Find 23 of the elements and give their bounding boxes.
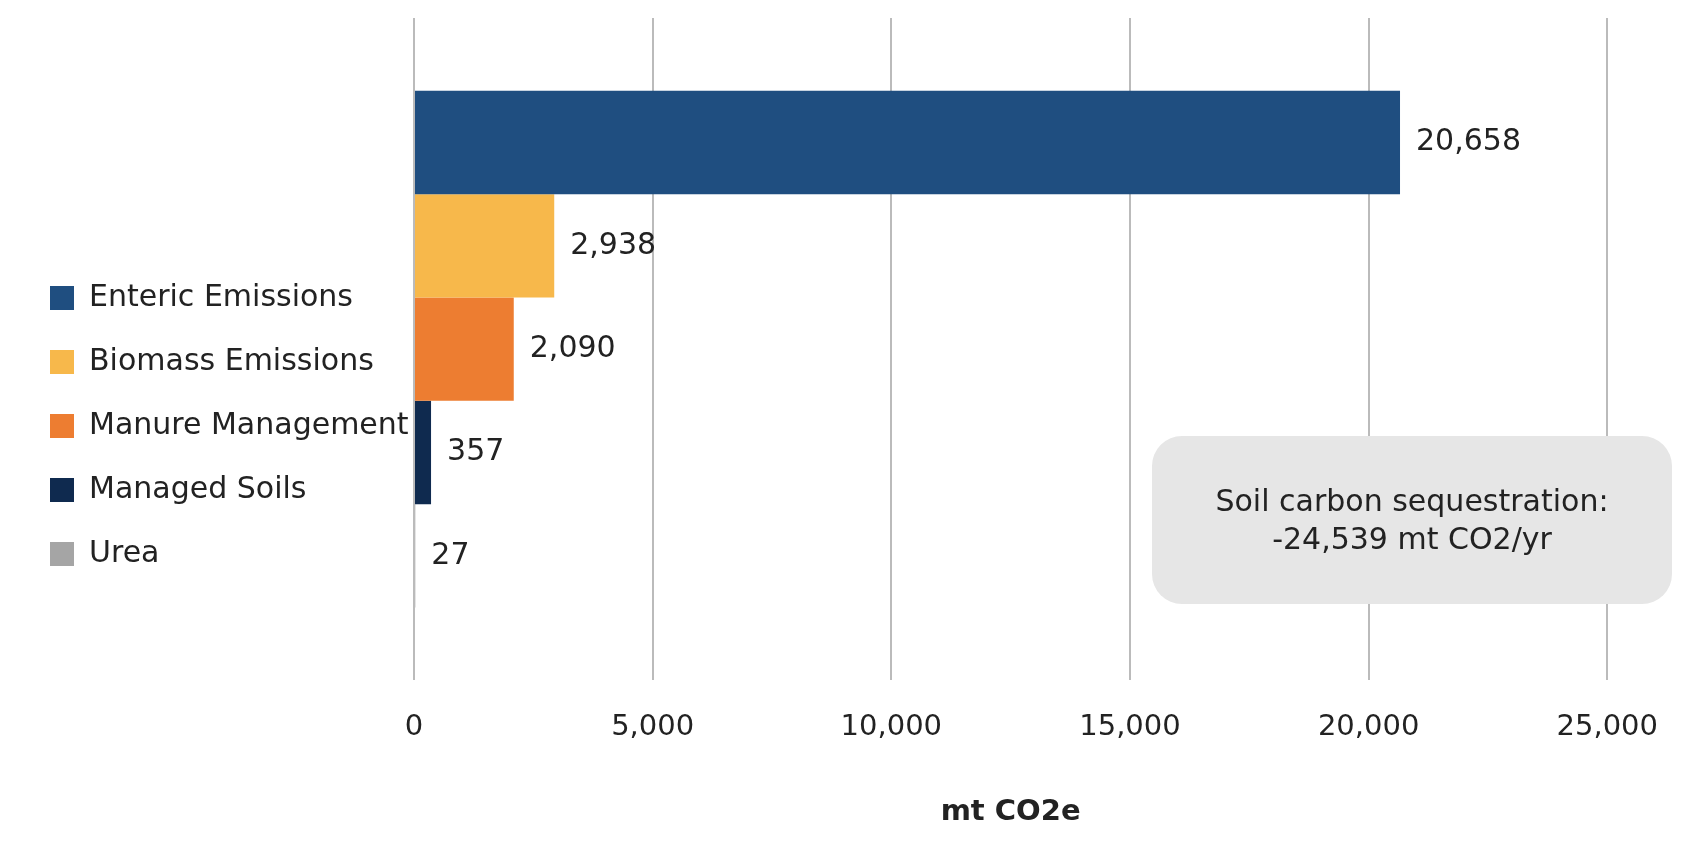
bar bbox=[415, 400, 432, 505]
legend-label: Managed Soils bbox=[89, 469, 307, 505]
legend-label: Manure Management bbox=[89, 405, 409, 441]
x-tick-label: 5,000 bbox=[611, 708, 695, 743]
data-label: 20,658 bbox=[1416, 122, 1521, 158]
x-tick-label: 10,000 bbox=[840, 708, 943, 743]
data-label: 2,938 bbox=[570, 225, 657, 261]
x-tick-label: 0 bbox=[404, 708, 424, 743]
legend-label: Urea bbox=[89, 533, 160, 569]
note-box: Soil carbon sequestration: -24,539 mt CO2/yr bbox=[1152, 436, 1672, 604]
x-tick-label: 25,000 bbox=[1556, 708, 1659, 743]
data-label: 2,090 bbox=[529, 329, 616, 364]
bar bbox=[415, 90, 1401, 195]
x-tick-label: 15,000 bbox=[1079, 708, 1181, 743]
bar bbox=[415, 194, 555, 298]
legend-label: Enteric Emissions bbox=[89, 277, 353, 313]
bar bbox=[415, 297, 514, 401]
annotation: Soil carbon sequestration: -24,539 mt CO2/yr bbox=[1214, 482, 1610, 558]
data-label: 27 bbox=[431, 535, 470, 571]
data-label: 357 bbox=[447, 432, 505, 468]
x-tick-label: 20,000 bbox=[1317, 708, 1420, 743]
legend-label: Biomass Emissions bbox=[89, 341, 374, 377]
x-axis-title: mt CO2e bbox=[940, 793, 1081, 828]
